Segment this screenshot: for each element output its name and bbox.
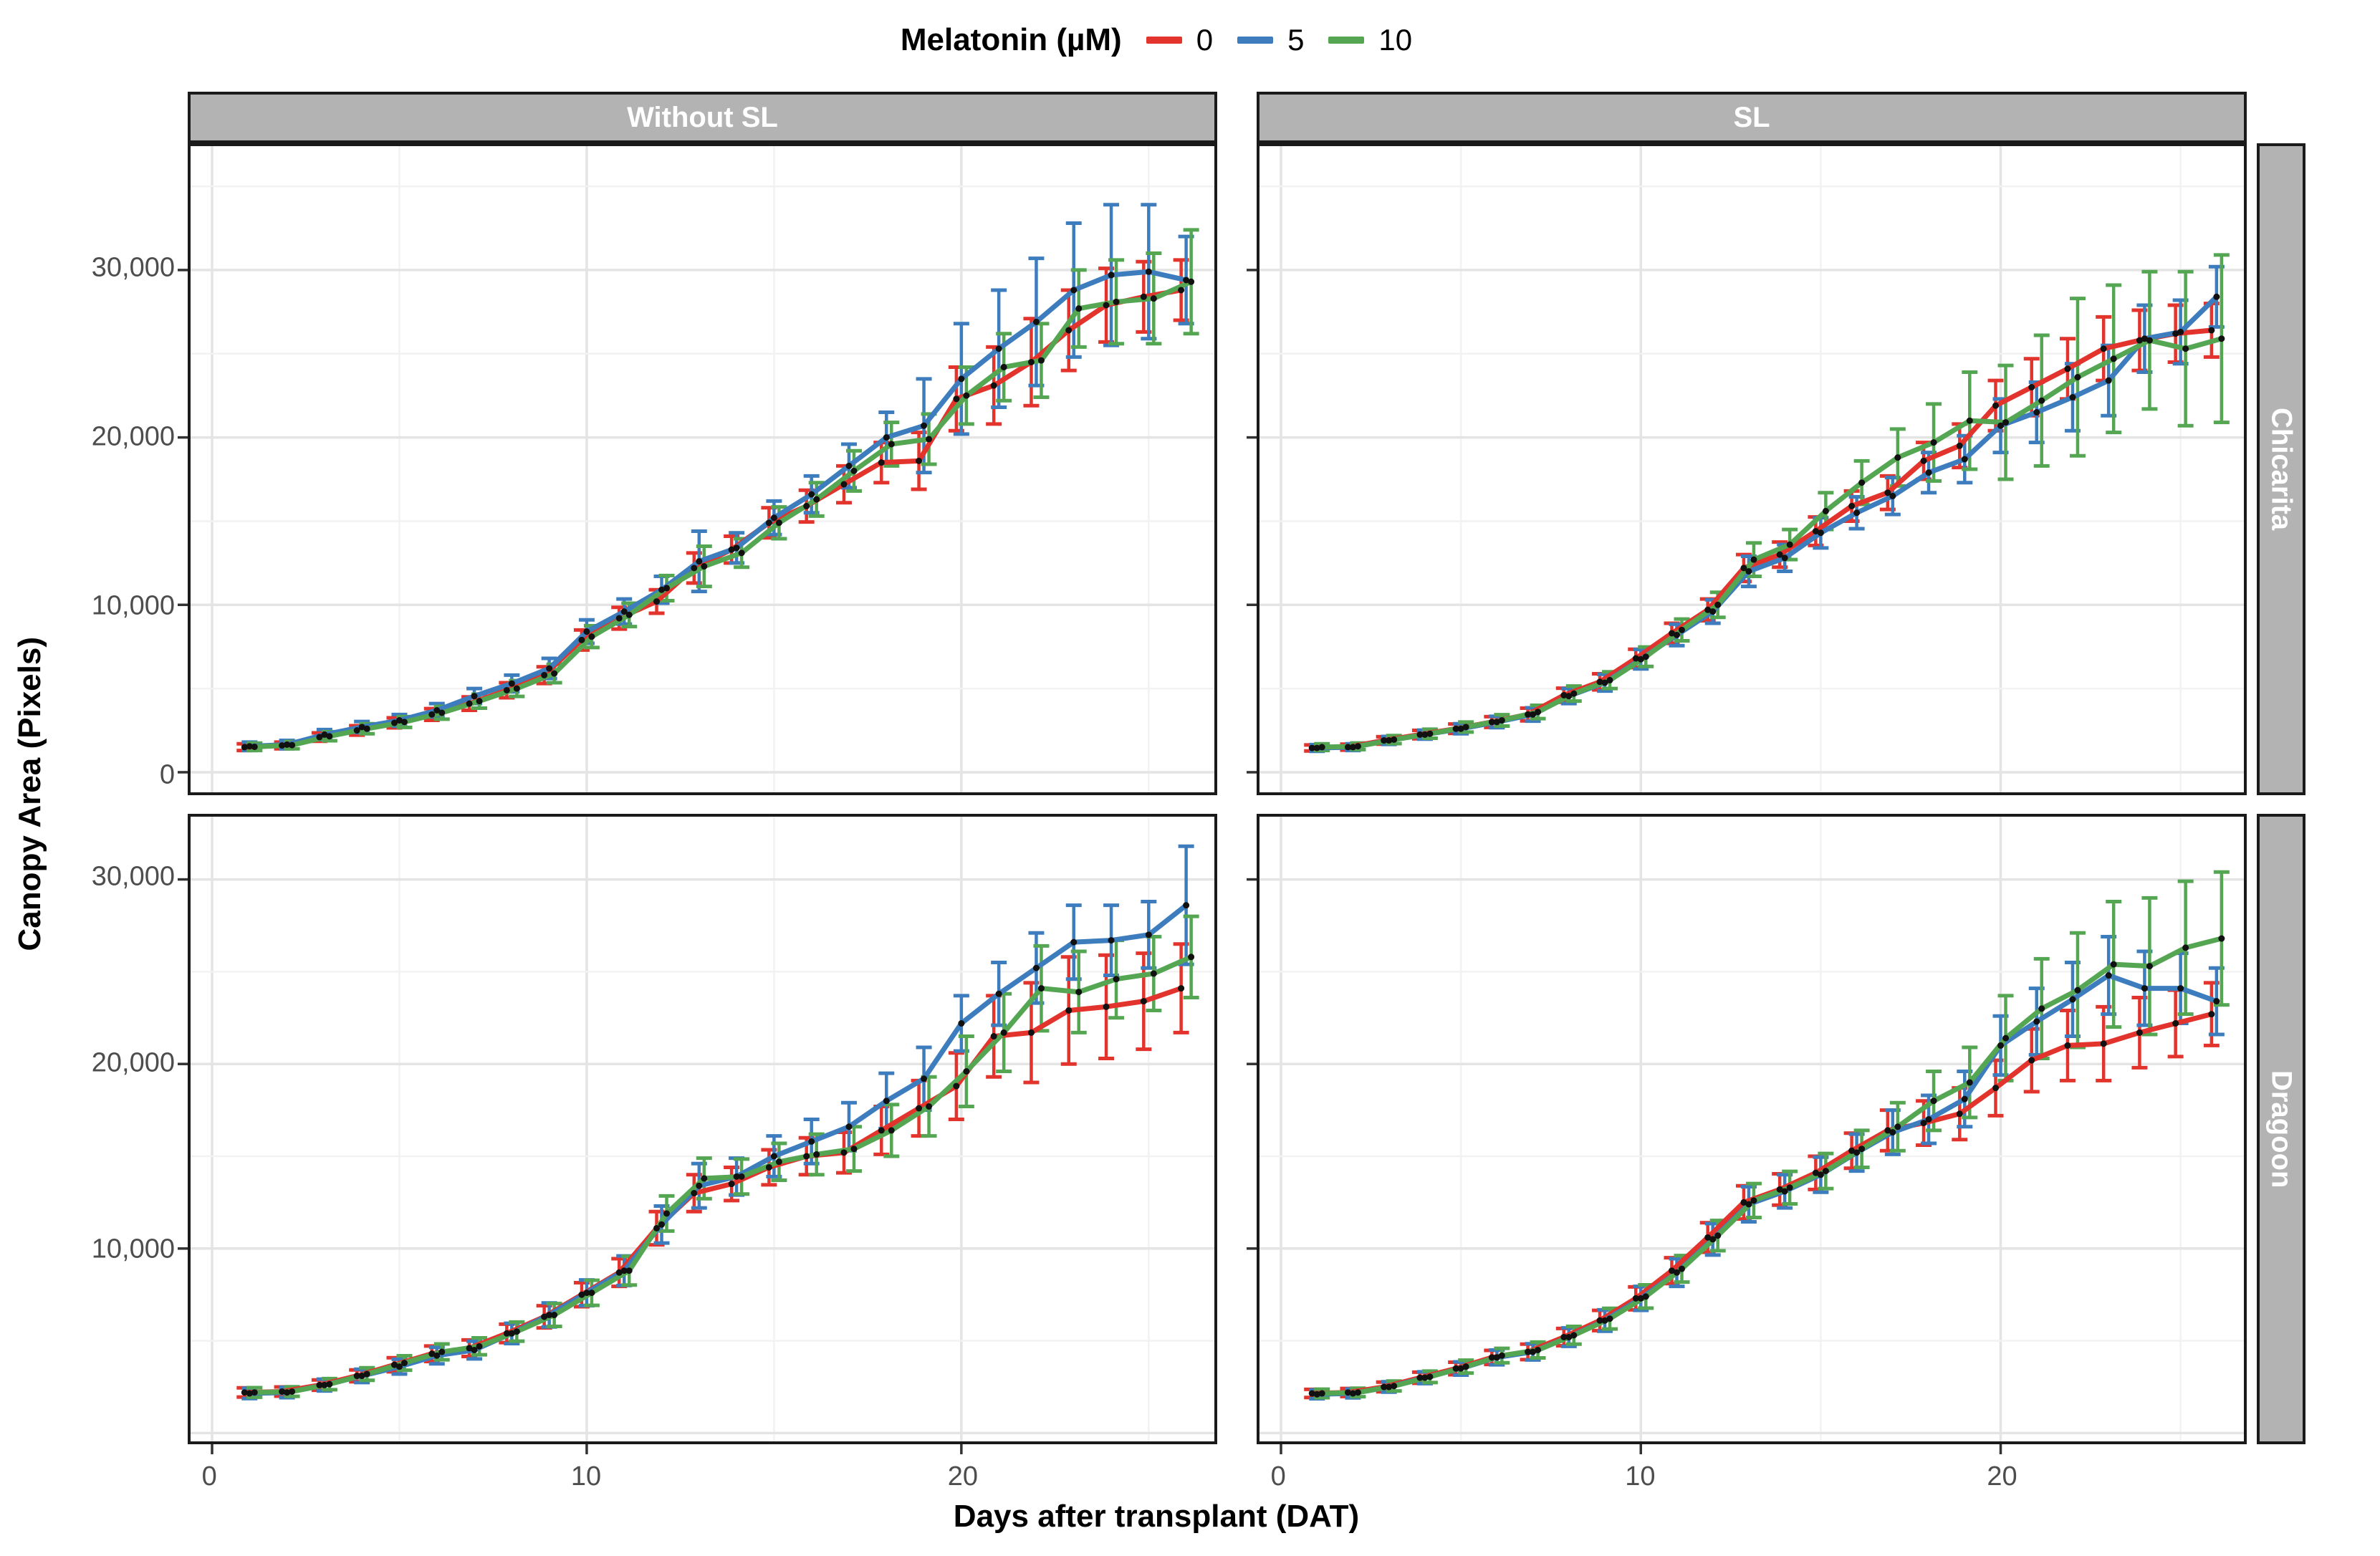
y-axis-labels-top: 0 10,000 20,000 30,000 [53,143,188,795]
legend-item-10: 10 [1328,23,1412,57]
legend-item-label: 5 [1287,23,1305,57]
panel-withoutsl-dragoon [178,814,1217,1454]
y-tick-label: 30,000 [91,861,175,892]
y-axis-title: Canopy Area (Pixels) [12,636,47,951]
legend-key-green-icon [1328,37,1365,44]
x-axis-labels-right: 0 10 20 [1257,1450,2247,1492]
x-tick-label: 20 [947,1461,979,1492]
x-tick-label: 0 [1270,1461,1286,1492]
y-tick-label: 0 [159,759,175,790]
legend-key-blue-icon [1237,37,1274,44]
panel-sl-dragoon [1247,814,2247,1454]
facet-strip-chicarita: Chicarita [2257,143,2305,795]
panel-withoutsl-chicarita [178,143,1217,795]
legend-item-0: 0 [1146,23,1213,57]
legend-key-red-icon [1146,37,1182,44]
panel-sl-chicarita [1247,143,2247,795]
legend-title: Melatonin (µM) [900,22,1122,57]
legend-item-label: 10 [1378,23,1413,57]
legend: Melatonin (µM) 0 5 10 [7,7,2305,73]
panel-plot-withoutsl-dragoon [178,817,1214,1454]
x-axis-title: Days after transplant (DAT) [953,1499,1360,1534]
x-axis-labels-left: 0 10 20 [188,1450,1217,1492]
y-tick-label: 30,000 [91,252,175,283]
y-axis-labels-bottom: 10,000 20,000 30,000 [53,814,188,1444]
y-tick-label: 10,000 [91,590,175,621]
y-tick-label: 20,000 [91,1047,175,1078]
legend-item-5: 5 [1237,23,1304,57]
x-tick-label: 10 [1625,1461,1656,1492]
panel-plot-sl-dragoon [1247,817,2244,1454]
facet-strip-dragoon: Dragoon [2257,814,2305,1444]
panel-plot-withoutsl-chicarita [178,146,1214,792]
x-tick-label: 10 [570,1461,602,1492]
facet-strip-without-sl: Without SL [188,92,1217,143]
panel-plot-sl-chicarita [1247,146,2244,792]
x-tick-label: 20 [1987,1461,2017,1492]
facet-strip-sl: SL [1257,92,2247,143]
legend-item-label: 0 [1196,23,1214,57]
y-tick-label: 10,000 [91,1234,175,1264]
x-tick-label: 0 [201,1461,217,1492]
y-tick-label: 20,000 [91,421,175,452]
